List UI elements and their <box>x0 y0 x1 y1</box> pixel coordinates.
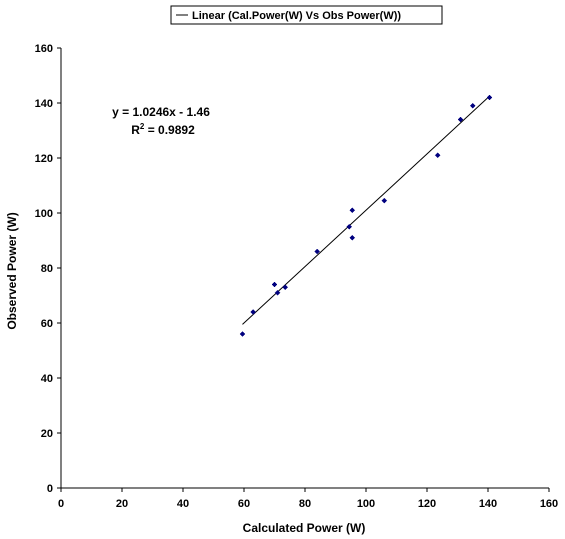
data-point <box>239 331 246 337</box>
data-point <box>434 152 441 159</box>
x-tick-label: 140 <box>479 498 497 510</box>
data-point <box>486 94 493 101</box>
data-point <box>314 248 321 255</box>
data-point <box>274 289 281 296</box>
legend-label: Linear (Cal.Power(W) Vs Obs Power(W)) <box>192 10 401 22</box>
data-point <box>349 234 356 241</box>
data-points <box>239 94 493 337</box>
data-point <box>346 223 353 230</box>
y-tick-label: 120 <box>35 153 53 165</box>
y-tick-label: 0 <box>47 483 53 495</box>
trendline-equation: y = 1.0246x - 1.46 <box>112 105 210 119</box>
data-point <box>271 281 278 288</box>
trendline <box>242 95 490 325</box>
x-tick-label: 60 <box>238 498 250 510</box>
y-tick-label: 100 <box>35 208 53 220</box>
y-tick-label: 40 <box>41 373 53 385</box>
y-tick-label: 160 <box>35 43 53 55</box>
data-point <box>282 284 289 291</box>
data-point <box>381 197 388 204</box>
y-tick-label: 80 <box>41 263 53 275</box>
y-axis-label: Observed Power (W) <box>5 212 19 329</box>
x-tick-label: 80 <box>299 498 311 510</box>
y-tick-label: 140 <box>35 98 53 110</box>
data-point <box>469 102 476 109</box>
x-tick-label: 0 <box>58 498 64 510</box>
y-tick-label: 20 <box>41 428 53 440</box>
legend: Linear (Cal.Power(W) Vs Obs Power(W)) <box>170 5 443 25</box>
x-axis-label: Calculated Power (W) <box>243 521 366 535</box>
x-tick-label: 100 <box>357 498 375 510</box>
data-point <box>250 309 257 315</box>
legend-box <box>170 5 443 25</box>
x-tick-label: 160 <box>540 498 558 510</box>
x-tick-label: 20 <box>116 498 128 510</box>
x-tick-label: 40 <box>177 498 189 510</box>
y-tick-label: 60 <box>41 318 53 330</box>
r-squared-label: R2 = 0.9892 <box>131 122 195 137</box>
data-point <box>349 207 356 214</box>
trendline-group <box>242 95 490 325</box>
ticks: 0 20 40 60 80 100 120 140 160 0 20 40 60 80 100 120 140 1… <box>35 43 559 510</box>
data-point <box>457 116 464 123</box>
x-tick-label: 120 <box>418 498 436 510</box>
